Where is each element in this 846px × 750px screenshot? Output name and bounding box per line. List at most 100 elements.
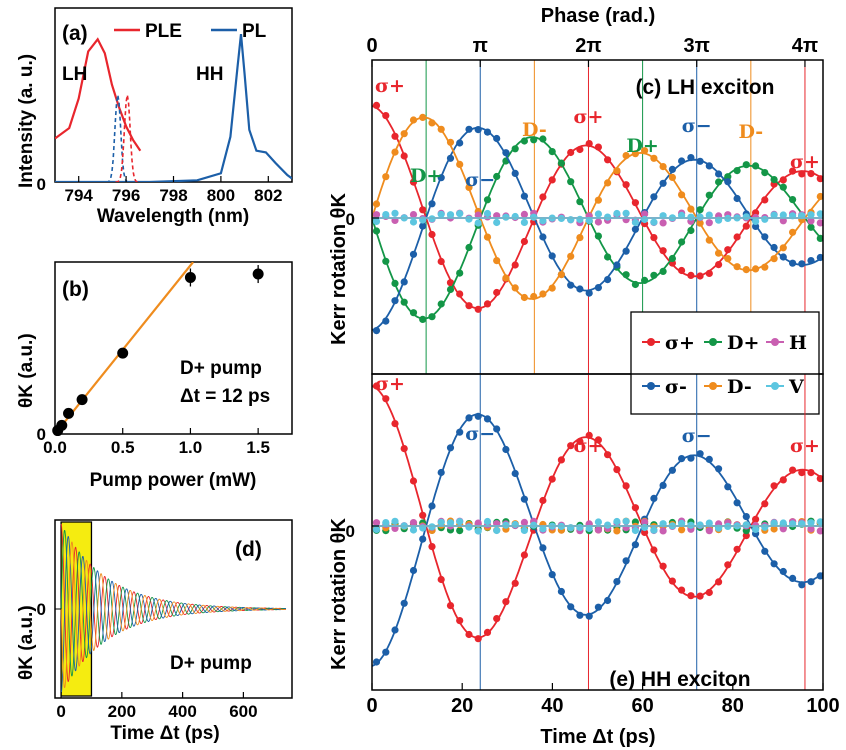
panel-e-xtick-label-2: 40: [541, 695, 563, 717]
series-4-point: [594, 526, 603, 534]
series-0-point: [604, 451, 612, 459]
series-2-point: [576, 285, 584, 293]
panel-b-ticks: 0.0 0.5 1.0 1.5: [43, 428, 270, 457]
series-1-point: [668, 466, 677, 474]
series-3-point: [705, 236, 713, 244]
series-5-point: [770, 211, 778, 219]
series-5-point: [678, 519, 686, 528]
series-4-point: [807, 525, 815, 533]
series-1-point: [576, 198, 584, 206]
series-4-point: [659, 219, 667, 227]
panel-c-ticks: 0 π 2π 3π 4π: [366, 35, 818, 219]
series-2-point: [631, 225, 640, 233]
series-2-point: [456, 139, 464, 147]
series-5-point: [650, 218, 658, 226]
peak-label-0: σ+: [375, 75, 405, 97]
panel-d-label: (d): [235, 538, 262, 561]
panel-a-xtick-label-3: 800: [207, 186, 235, 205]
series-0-point: [631, 504, 640, 512]
series-5-point: [779, 519, 787, 527]
series-1-point: [409, 566, 418, 575]
top-tick-label-3: 3π: [684, 35, 710, 57]
series-1-point: [678, 238, 686, 246]
series-5-point: [409, 526, 418, 534]
series-3-point: [678, 526, 686, 534]
series-1-point: [419, 315, 427, 323]
series-1-point: [474, 412, 482, 420]
top-tick-label-0: 0: [366, 35, 377, 57]
series-1-point: [622, 557, 630, 565]
series-4-point: [659, 527, 667, 535]
panel-e-xtick-label-4: 80: [722, 695, 744, 717]
series-0-point: [483, 300, 492, 308]
series-5-point: [585, 524, 593, 533]
panel-c-traces: [372, 60, 823, 374]
series-4-point: [409, 519, 418, 527]
series-0-point: [567, 148, 575, 157]
legend-marker-1: [709, 338, 717, 346]
series-0-point: [770, 482, 778, 490]
peak-label-7: D-: [738, 121, 763, 143]
series-0-point: [807, 170, 815, 178]
series-4-point: [372, 519, 381, 527]
series-1-point: [372, 658, 381, 666]
series-3-point: [742, 266, 750, 274]
series-2-point: [446, 154, 455, 162]
series-0-point: [400, 152, 408, 160]
series-0-point: [622, 482, 630, 490]
series-4-point: [520, 518, 529, 527]
series-2-point: [520, 192, 529, 200]
series-1-point: [567, 603, 575, 611]
series-5-point: [567, 524, 575, 532]
series-3-point: [641, 147, 649, 155]
panel-d-ticks: 0 200 400 600: [56, 692, 258, 721]
series-1-point: [520, 495, 529, 503]
panel-a-xtick-label-4: 802: [254, 186, 282, 205]
series-4-point: [474, 519, 482, 527]
series-5-point: [493, 218, 501, 227]
series-4-point: [779, 217, 787, 225]
annotation-lh: LH: [62, 64, 87, 85]
series-2-point: [807, 257, 815, 265]
panel-e-ticks: 0 20 40 60 80 100: [366, 525, 840, 717]
panel-d-xtick-label-3: 600: [229, 702, 257, 721]
series-2-point: [678, 157, 686, 165]
panel-a-ylabel: Intensity (a. u.): [16, 54, 37, 188]
series-1-point: [659, 481, 667, 489]
series-0-point: [474, 635, 482, 643]
series-1-point: [539, 135, 547, 143]
series-4-point: [705, 527, 713, 535]
panel-e-plot: σ+ σ− σ+ σ− σ+: [372, 373, 823, 690]
top-tick-label-4: 4π: [792, 35, 818, 57]
series-0-point: [650, 546, 658, 554]
trace-blue: [60, 536, 286, 695]
series-2-point: [465, 125, 473, 133]
series-1-point: [530, 136, 538, 144]
series-0-point: [391, 420, 399, 428]
series-0-point: [742, 222, 750, 230]
panel-e-frame: [371, 373, 824, 691]
series-5-point: [604, 521, 612, 529]
series-0-point: [548, 176, 556, 184]
series-0-point: [594, 143, 603, 151]
series-2-point: [483, 128, 492, 136]
series-0-point: [539, 193, 547, 201]
series-3-point: [400, 130, 408, 138]
panel-b-xtick-label-3: 1.5: [246, 438, 270, 457]
series-0-point: [705, 269, 713, 277]
series-0-point: [576, 145, 584, 154]
series-1-point: [557, 159, 566, 167]
series-4-point: [641, 210, 649, 218]
series-5-point: [724, 522, 732, 531]
series-2-point: [752, 222, 760, 230]
series-5-point: [428, 523, 436, 531]
series-5-point: [724, 214, 732, 222]
series-1-point: [502, 445, 510, 454]
series-0-point: [761, 500, 769, 508]
series-1-point: [437, 468, 445, 477]
series-0-point: [493, 288, 501, 297]
series-5-point: [511, 520, 519, 529]
series-1-point: [493, 425, 501, 433]
series-pl-line: [55, 33, 292, 182]
series-1-point: [715, 178, 723, 186]
